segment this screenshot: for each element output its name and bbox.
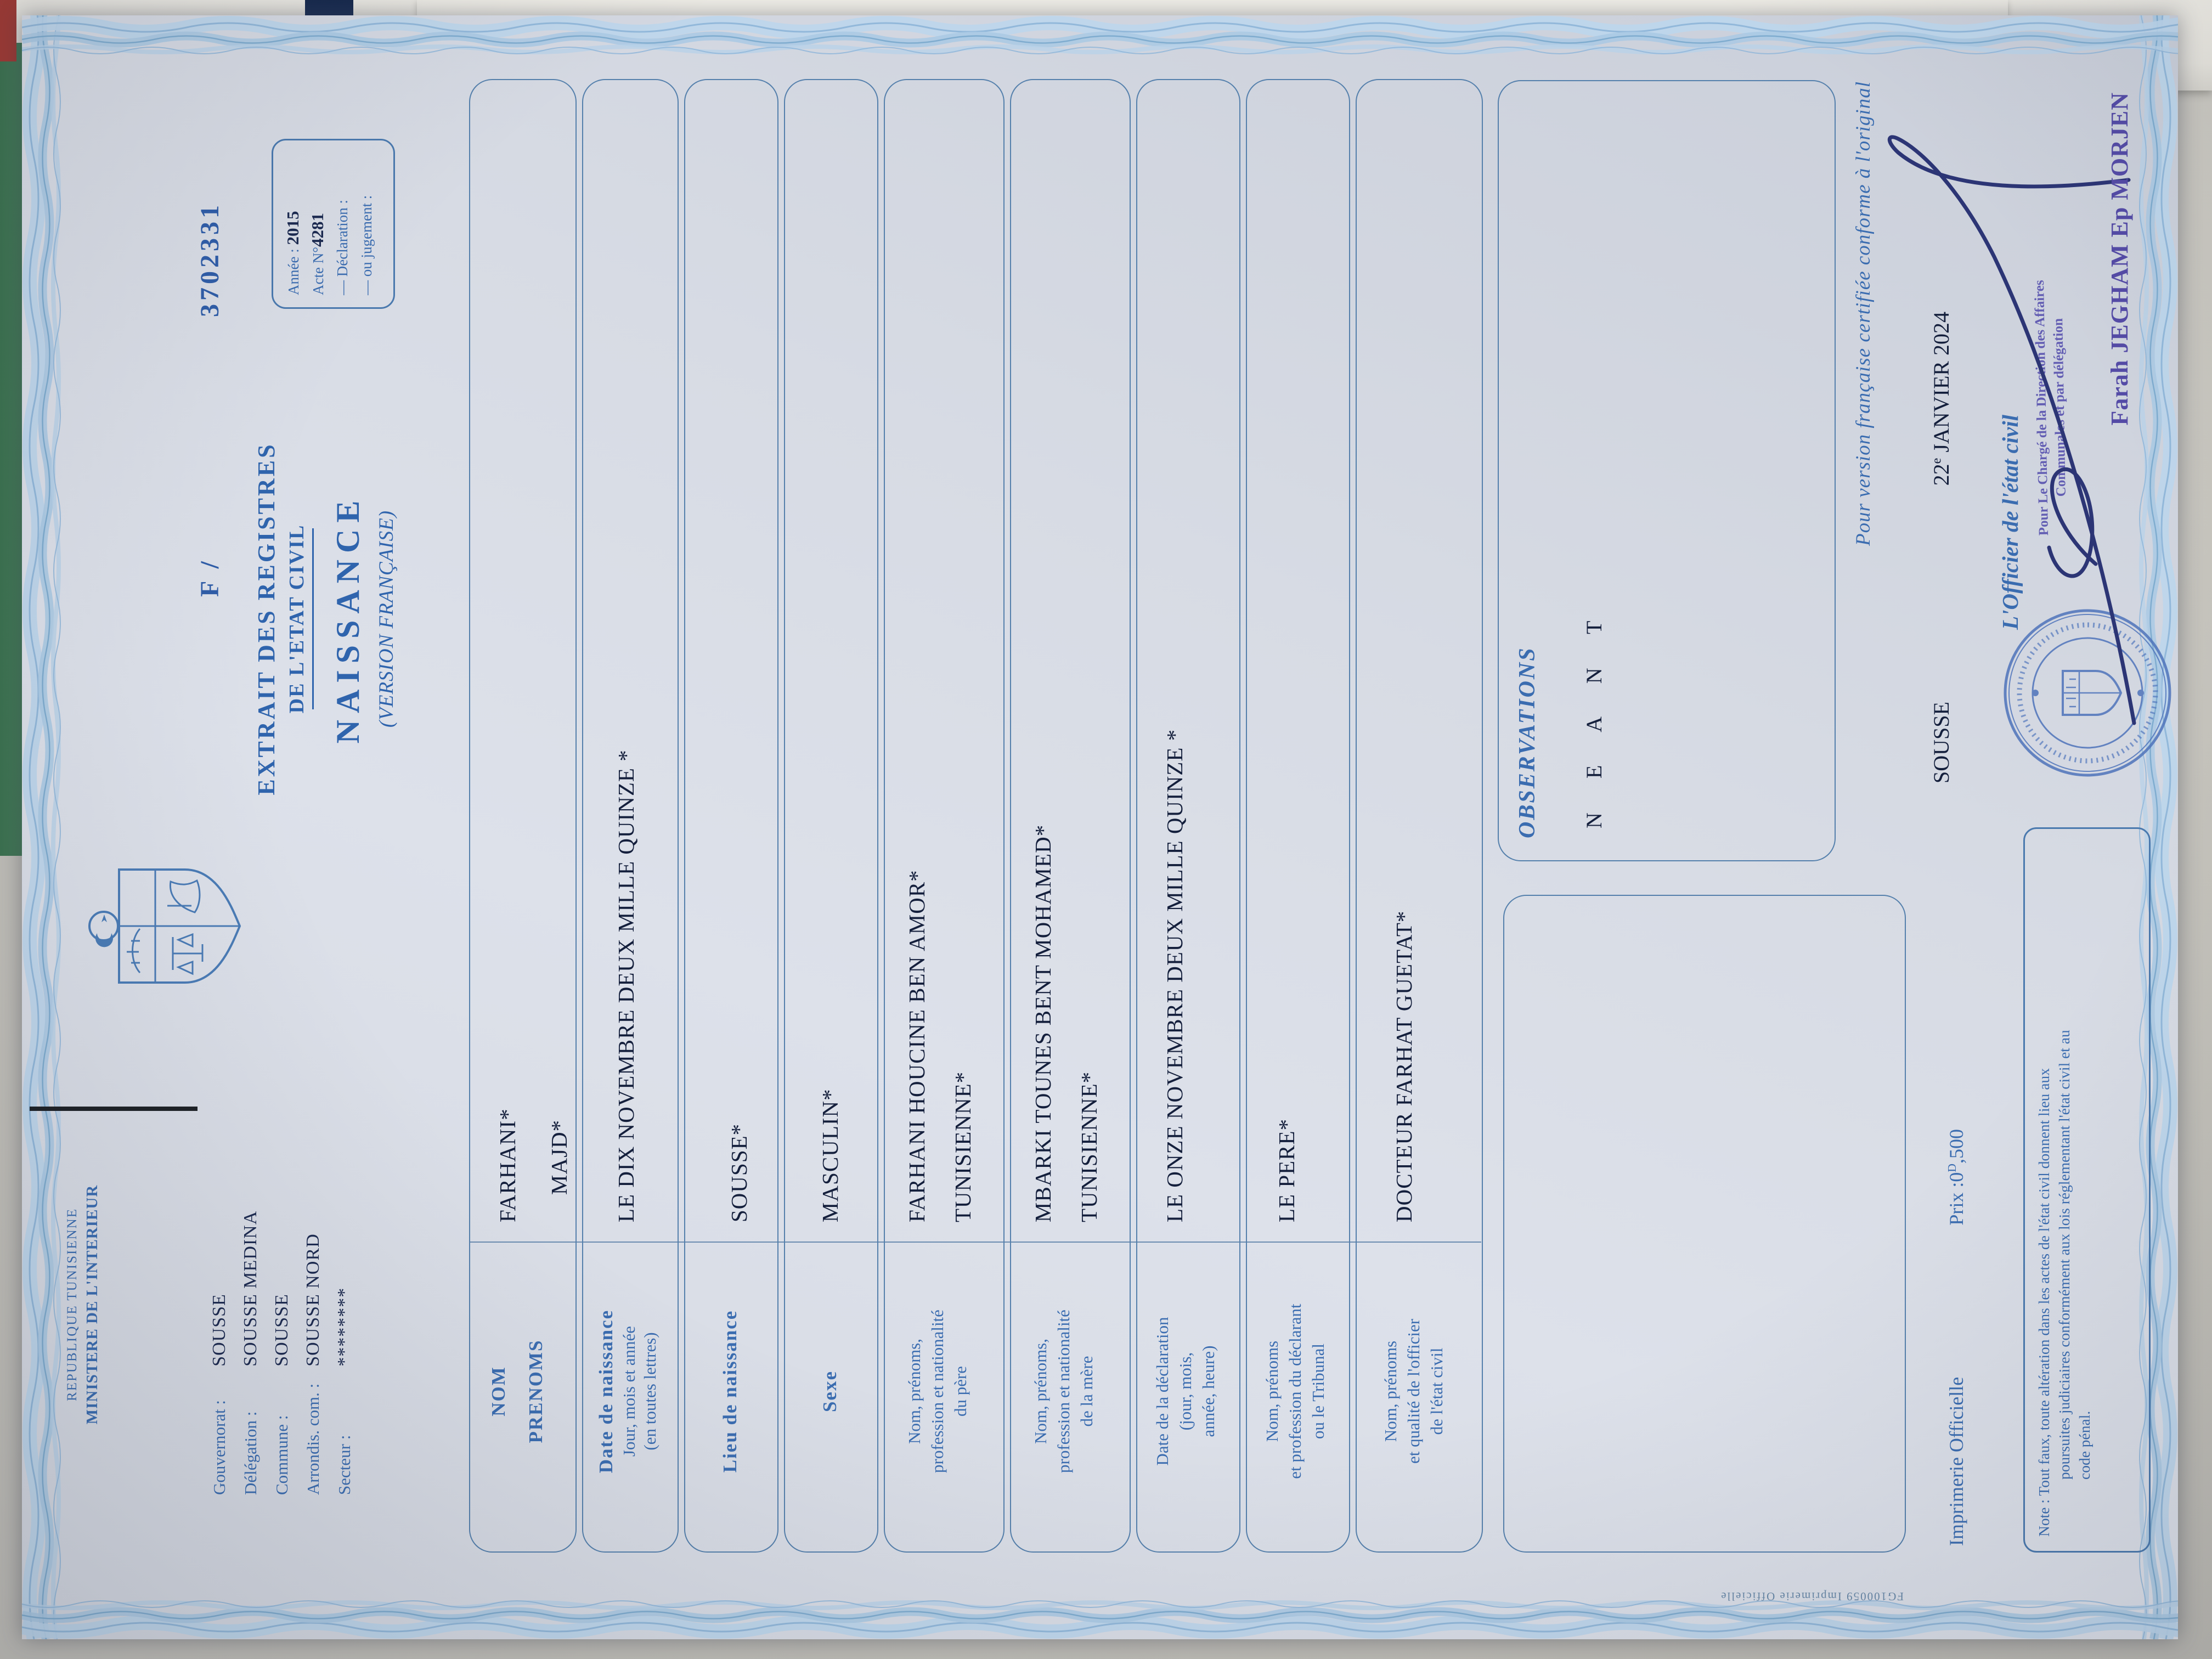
serial-number: 3702331 [195,202,224,317]
field-label: Jour, mois et année [619,1325,639,1457]
registry-label: Commune : [272,1415,291,1495]
registry-label: Gouvernorat : [210,1400,229,1495]
jugement-line: — ou jugement : [358,195,375,295]
field-label: Date de naissance [595,1309,617,1474]
ministry-line: MINISTERE DE L'INTERIEUR [83,1184,101,1425]
observations-empty-box [1503,895,1906,1553]
registry-value: SOUSSE [209,1294,229,1367]
field-row-pere: Nom, prénoms, profession et nationalité … [884,79,1005,1553]
field-label: année, heure) [1199,1345,1218,1437]
field-label: NOM [488,1366,509,1417]
acte-info-box: Année : 2015 Acte N°4281 — Déclaration :… [272,139,395,309]
note-line-1: Note : Tout faux, toute altération dans … [2035,1068,2052,1537]
acte-label: Acte N° [310,246,326,295]
registry-value: ******** [334,1287,354,1367]
field-label: Nom, prénoms [1381,1340,1400,1442]
printer-edge-code: FG100059 Imprimerie Officielle [1720,1590,1904,1603]
field-value: LE PERE* [1274,1118,1299,1222]
acte-value: 4281 [308,212,327,247]
observations-box: OBSERVATIONS N E A N T [1498,80,1836,861]
registry-label: Arrondis. com. : [303,1383,323,1495]
registry-info-table: Gouvernorat : SOUSSE Délégation : SOUSSE… [203,1209,360,1497]
note-line-3: code pénal. [2076,1410,2093,1480]
field-row-declaration: Date de la déclaration (jour, mois, anné… [1136,79,1240,1553]
field-row-declarant: Nom, prénoms et profession du déclarant … [1246,79,1350,1553]
field-label: profession et nationalité [928,1310,947,1473]
red-object-edge [0,0,16,61]
title-version: (VERSION FRANÇAISE) [375,510,398,728]
field-label: Date de la déclaration [1153,1317,1172,1466]
field-value: MAJD* [546,1119,572,1195]
field-label: Nom, prénoms, [1031,1339,1050,1444]
imprimerie-line: Imprimerie Officielle Prix :0D,500 [1945,1129,1968,1546]
price: Prix :0D,500 [1945,1129,1967,1226]
document-title-block: EXTRAIT DES REGISTRES DE L'ETAT CIVIL NA… [252,301,398,937]
field-value: SOUSSE* [726,1123,752,1222]
field-row-sexe: Sexe MASCULIN* [784,79,878,1553]
field-label: ou le Tribunal [1308,1344,1328,1439]
field-row-mere: Nom, prénoms, profession et nationalité … [1010,79,1131,1553]
field-row-date-naissance: Date de naissance Jour, mois et année (e… [582,79,679,1553]
officer-name-stamp: Farah JEGHAM Ep MORJEN [2106,92,2133,426]
field-label: de l'état civil [1427,1347,1446,1435]
ministry-header: REPUBLIQUE TUNISIENNE MINISTERE DE L'INT… [65,1041,101,1568]
field-value: DOCTEUR FARHAT GUETAT* [1391,910,1417,1222]
guilloche-border [22,15,2178,1639]
signature [1887,135,2136,725]
declaration-line: — Déclaration : [334,200,351,295]
registry-value: SOUSSE NORD [303,1233,323,1367]
field-value: LE ONZE NOVEMBRE DEUX MILLE QUINZE * [1162,729,1187,1222]
field-label: (jour, mois, [1176,1352,1195,1431]
registry-label: Délégation : [241,1411,260,1495]
field-label: Nom, prénoms, [905,1339,924,1444]
registration-mark [30,1107,198,1111]
field-label: PRENOMS [525,1339,546,1443]
legal-note-box: Note : Tout faux, toute altération dans … [2023,827,2151,1553]
registry-value: SOUSSE MEDINA [240,1210,261,1367]
field-value: MBARKI TOUNES BENT MOHAMED* [1030,824,1056,1222]
field-label: profession et nationalité [1054,1310,1073,1473]
title-underline [312,528,314,709]
field-value: TUNISIENNE* [950,1071,975,1222]
imprimerie-label: Imprimerie Officielle [1945,1376,1967,1546]
observations-label: OBSERVATIONS [1515,646,1540,838]
field-label: et qualité de l'officier [1404,1318,1423,1464]
field-label: et profession du déclarant [1285,1304,1305,1479]
acte-line: Acte N°4281 [306,140,330,295]
birth-certificate-document: REPUBLIQUE TUNISIENNE MINISTERE DE L'INT… [22,15,2178,1639]
field-row-lieu-naissance: Lieu de naissance SOUSSE* [684,79,778,1553]
observations-value: N E A N T [1582,606,1606,828]
field-label: Lieu de naissance [719,1310,741,1473]
title-line-2: DE L'ETAT CIVIL [285,524,308,714]
table-surface [0,856,25,1659]
field-label: du père [951,1365,970,1417]
field-label: Sexe [819,1370,840,1413]
field-value: FARHANI HOUCINE BEN AMOR* [904,870,929,1222]
coat-of-arms-icon [88,868,241,984]
field-value: TUNISIENNE* [1076,1071,1102,1222]
round-stamp [2004,609,2171,777]
field-value: LE DIX NOVEMBRE DEUX MILLE QUINZE * [613,749,639,1222]
field-row-nom-prenoms: NOM PRENOMS FARHANI* MAJD* [469,79,577,1553]
republic-line: REPUBLIQUE TUNISIENNE [65,1208,80,1401]
title-naissance: NAISSANCE [330,494,366,744]
field-label: de la mère [1077,1356,1096,1427]
field-value: FARHANI* [495,1108,520,1222]
registry-value: SOUSSE [272,1294,292,1367]
annee-value: 2015 [283,211,302,245]
field-value: MASCULIN* [817,1088,843,1222]
annee-line: Année : 2015 [281,140,306,295]
serial-prefix: F / [195,558,224,597]
field-row-officier: Nom, prénoms et qualité de l'officier de… [1356,79,1483,1553]
annee-label: Année : [285,249,302,295]
certified-copy-line: Pour version française certifiée conform… [1852,81,1875,546]
note-line-2: poursuites judiciaires conformément aux … [2056,1030,2073,1480]
title-line-1: EXTRAIT DES REGISTRES [253,442,280,795]
serial-number-line: F / 3702331 [195,202,225,597]
field-label: (en toutes lettres) [640,1332,659,1451]
registry-label: Secteur : [335,1435,354,1495]
field-label: Nom, prénoms [1262,1340,1282,1442]
